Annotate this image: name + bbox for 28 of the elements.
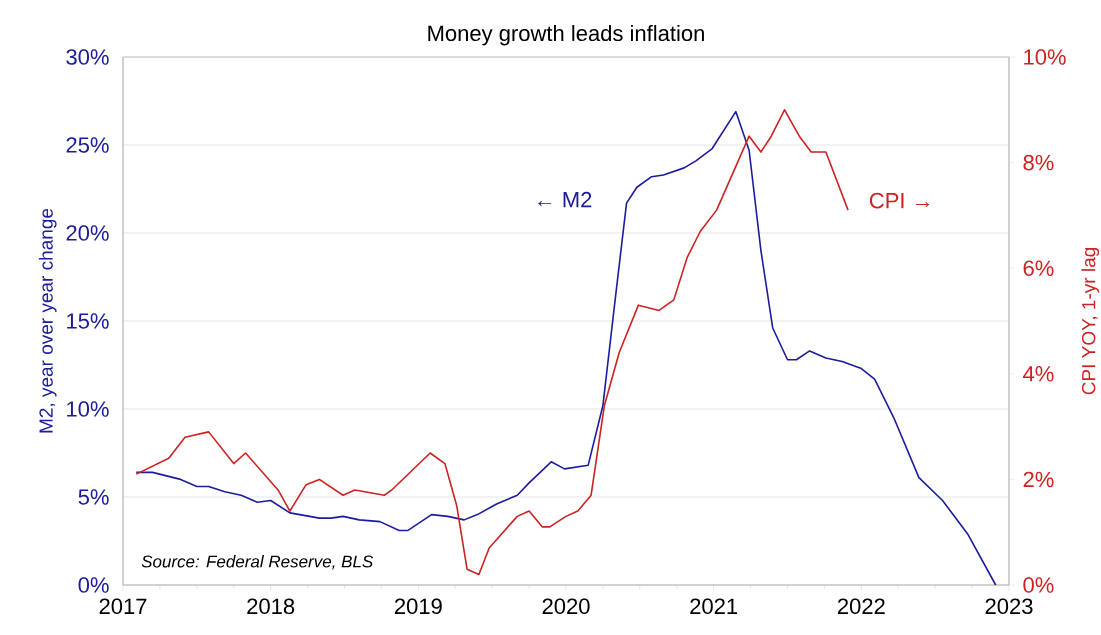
y2-tick-label: 6%	[1023, 260, 1054, 276]
y2-tick-label: 8%	[1023, 154, 1054, 171]
y2-tick-label: 4%	[1023, 366, 1054, 382]
y2-tick-label: 10%	[1024, 49, 1066, 65]
line-series	[135, 109, 849, 576]
annotation: ← M2	[538, 191, 592, 208]
annotation: Source: Federal Reserve, BLS	[141, 555, 374, 570]
y-tick-label: 15%	[67, 313, 109, 329]
y2-tick-label: 2%	[1023, 471, 1054, 488]
x-tick-label: 2023	[985, 598, 1033, 615]
y2-axis-title: CPI YOY, 1-yr lag	[1081, 247, 1100, 395]
y-tick-label: 5%	[78, 489, 109, 505]
y2-tick-label: 0%	[1023, 577, 1054, 593]
y-tick-label: 25%	[66, 137, 109, 153]
x-tick-label: 2022	[837, 598, 885, 615]
chart-title: Money growth leads inflation	[428, 24, 704, 46]
y-tick-label: 10%	[67, 401, 109, 417]
x-tick-label: 2019	[394, 598, 442, 615]
y-tick-label: 20%	[66, 225, 109, 241]
y-axis-title: M2, year over year change	[38, 208, 57, 433]
y-tick-label: 0%	[78, 577, 109, 593]
annotation: CPI →	[869, 192, 930, 209]
line-series	[135, 110, 997, 586]
x-tick-label: 2021	[690, 598, 738, 615]
x-tick-label: 2020	[542, 598, 590, 615]
x-tick-label: 2018	[247, 598, 295, 615]
y-tick-label: 30%	[66, 49, 109, 65]
x-tick-label: 2017	[99, 598, 147, 615]
